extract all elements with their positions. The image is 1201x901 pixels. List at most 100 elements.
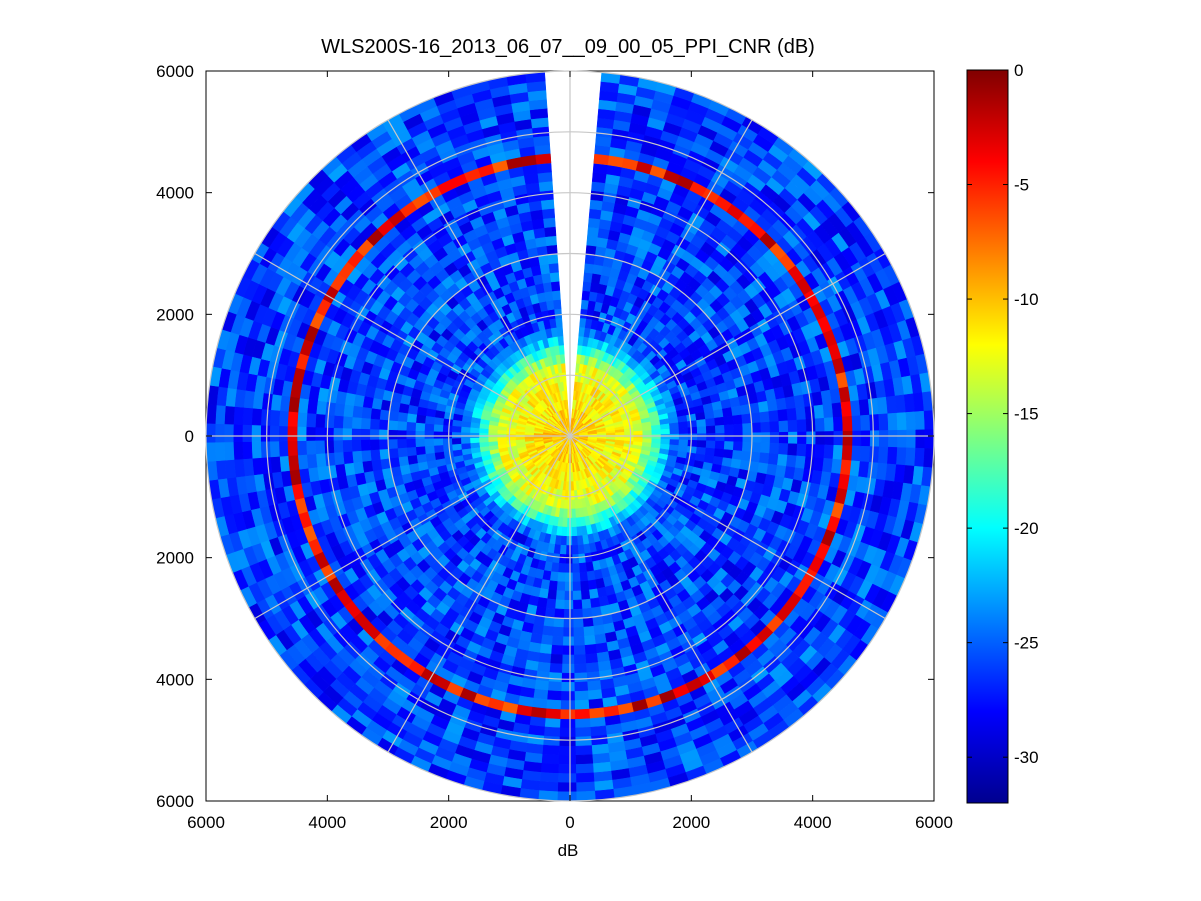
ppi-cell — [557, 562, 566, 574]
ppi-cell — [544, 607, 556, 619]
ppi-cell — [814, 444, 825, 459]
ppi-cell — [724, 424, 735, 434]
ppi-cell — [553, 608, 565, 619]
ppi-cell — [867, 397, 879, 416]
ppi-cell — [574, 727, 592, 738]
ppi-cell — [407, 454, 418, 465]
ppi-cell — [538, 180, 554, 192]
ppi-cell — [576, 535, 584, 546]
ppi-cell — [548, 580, 558, 591]
ppi-cell — [205, 403, 217, 424]
ppi-cell — [696, 419, 707, 428]
ppi-cell — [575, 763, 594, 774]
ppi-cell — [540, 762, 559, 774]
ppi-cell — [560, 700, 576, 710]
ppi-cell — [615, 431, 625, 436]
ppi-cell — [565, 554, 573, 564]
ring-cell — [838, 386, 851, 403]
ppi-cell — [557, 782, 577, 793]
ppi-cell — [233, 441, 244, 460]
ppi-cell — [478, 437, 489, 443]
ppi-cell — [589, 597, 601, 609]
ppi-cell — [565, 545, 573, 555]
ppi-cell — [564, 581, 573, 592]
ppi-cell — [796, 443, 807, 457]
ppi-cell — [564, 572, 573, 583]
ppi-cell — [572, 572, 581, 583]
ppi-cell — [557, 764, 577, 774]
ppi-cell — [478, 441, 489, 448]
ppi-cell — [590, 725, 607, 737]
ppi-cell — [687, 439, 698, 448]
ppi-cell — [554, 308, 563, 319]
ppi-cell — [415, 430, 425, 439]
ppi-cell — [379, 448, 390, 460]
ppi-cell — [543, 726, 561, 738]
ppi-cell — [740, 450, 752, 462]
ppi-cell — [915, 429, 926, 449]
ppi-cell — [537, 171, 553, 183]
ppi-cell — [572, 617, 584, 628]
ppi-cell — [315, 452, 327, 468]
ppi-cell — [242, 458, 255, 477]
ppi-cell — [575, 745, 593, 756]
ppi-cell — [713, 448, 725, 458]
ppi-cell — [571, 554, 580, 564]
ppi-cell — [531, 697, 548, 709]
ppi-cell — [575, 781, 596, 793]
ppi-cell — [583, 625, 595, 637]
ppi-cell — [361, 406, 373, 419]
ppi-cell — [751, 432, 762, 443]
ppi-cell — [585, 662, 600, 673]
ppi-cell — [860, 414, 871, 432]
ppi-cell — [887, 446, 898, 465]
ring-cell — [288, 454, 300, 471]
ring-cell — [593, 153, 610, 166]
ppi-cell — [215, 404, 226, 425]
ppi-cell — [352, 405, 364, 418]
ppi-cell — [278, 425, 289, 442]
ppi-cell — [859, 445, 871, 463]
ppi-cell — [541, 625, 554, 637]
ppi-cell — [296, 426, 307, 442]
ppi-cell — [566, 517, 572, 528]
ppi-cell — [858, 399, 870, 416]
ppi-cell — [214, 423, 225, 443]
ppi-cell — [824, 431, 835, 446]
ppi-cell — [813, 404, 825, 420]
ppi-cell — [742, 423, 753, 434]
ppi-cell — [905, 447, 916, 467]
ppi-cell — [558, 754, 576, 765]
ppi-cell — [574, 717, 591, 729]
chart-title: WLS200S-16_2013_06_07__09_00_05_PPI_CNR … — [321, 36, 815, 58]
ppi-cell — [823, 417, 835, 432]
ppi-cell — [342, 415, 353, 429]
ppi-cell — [587, 226, 600, 238]
ppi-cell — [715, 433, 725, 442]
ppi-cell — [387, 429, 398, 440]
ppi-cell — [442, 444, 453, 452]
ppi-cell — [760, 432, 771, 444]
ppi-cell — [251, 441, 262, 459]
ppi-cell — [651, 424, 662, 431]
ppi-cell — [541, 272, 552, 284]
ppi-cell — [442, 424, 453, 433]
ppi-cell — [589, 199, 604, 211]
ppi-cell — [583, 634, 596, 646]
ppi-cell — [660, 433, 671, 440]
ppi-cell — [388, 447, 399, 459]
ppi-cell — [233, 406, 244, 425]
ppi-cell — [697, 433, 707, 442]
ppi-cell — [546, 299, 555, 311]
ppi-cell — [642, 430, 653, 435]
ppi-cell — [205, 423, 216, 443]
ppi-cell — [573, 663, 587, 674]
ppi-cell — [460, 431, 471, 439]
ppi-cell — [261, 456, 273, 475]
ppi-cell — [885, 395, 898, 414]
ppi-cell — [678, 427, 689, 435]
ppi-cell — [538, 781, 559, 792]
ppi-cell — [540, 199, 555, 210]
ppi-cell — [469, 442, 480, 449]
ppi-cell — [573, 626, 585, 637]
